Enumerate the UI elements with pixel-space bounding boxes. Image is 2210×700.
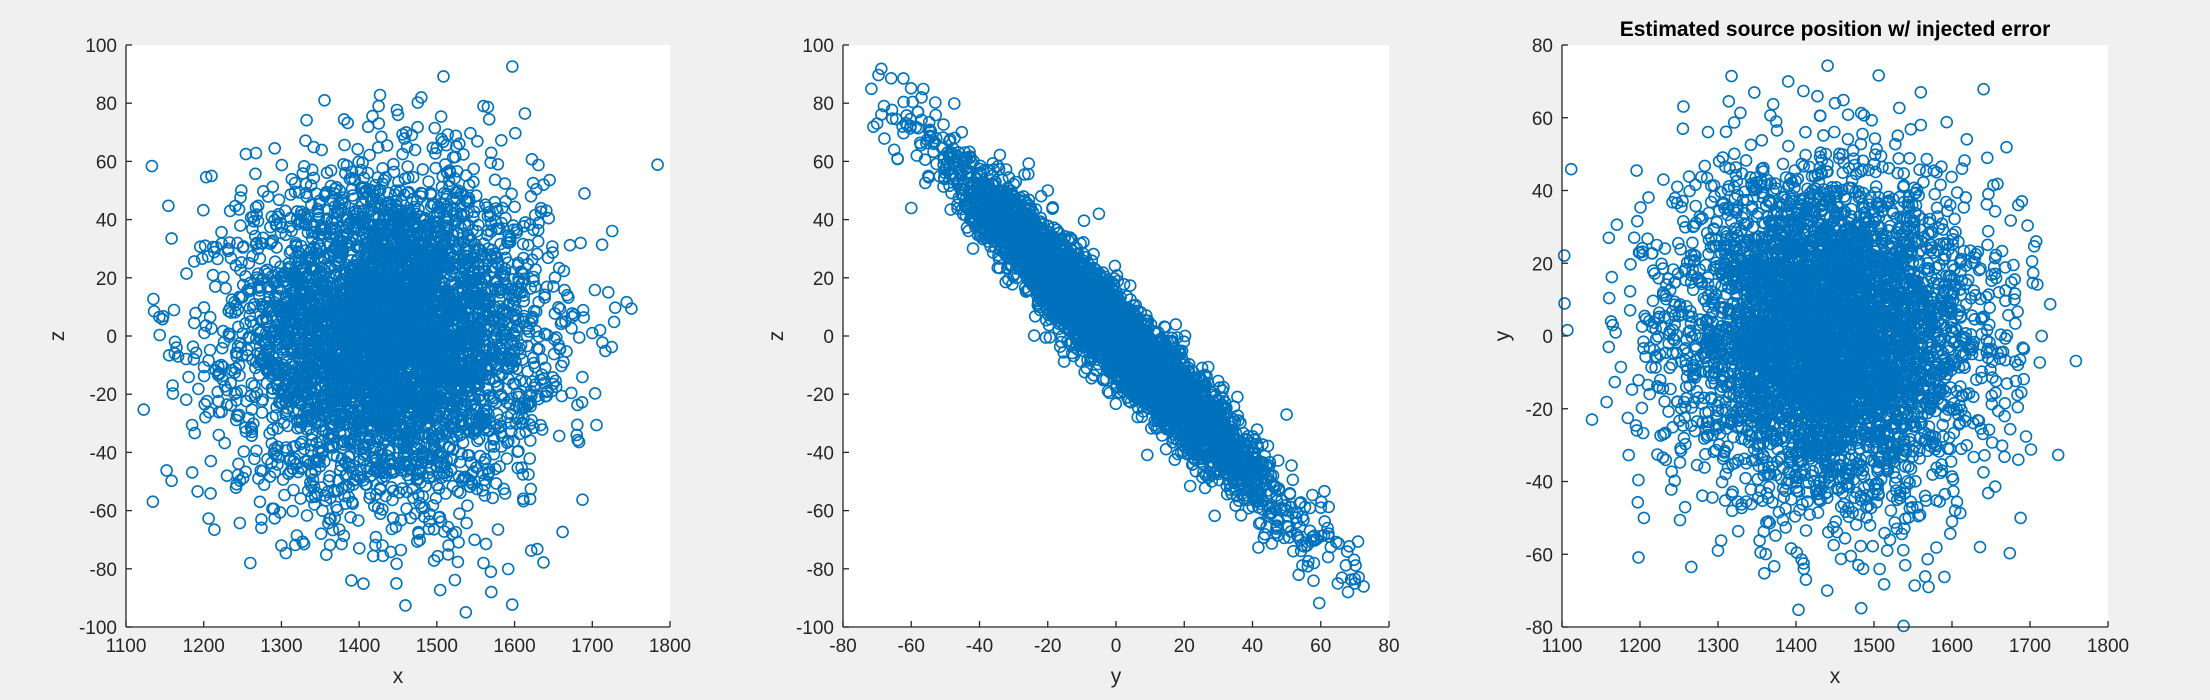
data-point xyxy=(599,344,612,358)
data-point xyxy=(481,228,494,242)
data-point xyxy=(272,193,286,207)
data-point xyxy=(253,495,267,509)
data-point xyxy=(354,163,368,177)
data-point xyxy=(398,172,412,185)
data-point xyxy=(484,146,498,160)
data-point xyxy=(463,480,477,494)
data-point xyxy=(229,481,243,495)
data-point xyxy=(198,326,211,340)
data-point xyxy=(249,201,263,214)
data-point xyxy=(451,555,465,569)
data-point xyxy=(516,237,530,251)
data-point xyxy=(484,565,498,579)
subplot-x-vs-z[interactable]: 1100 1200 1300 1400 1500 1600 1700 1800-100-80-… xyxy=(46,36,691,688)
data-point xyxy=(253,252,267,265)
data-point xyxy=(588,387,602,400)
data-point xyxy=(314,527,328,541)
data-point xyxy=(590,418,603,432)
data-point xyxy=(491,158,505,171)
scatter-points xyxy=(137,60,664,619)
data-point xyxy=(223,236,236,249)
data-point xyxy=(194,240,207,253)
data-point xyxy=(605,224,619,238)
